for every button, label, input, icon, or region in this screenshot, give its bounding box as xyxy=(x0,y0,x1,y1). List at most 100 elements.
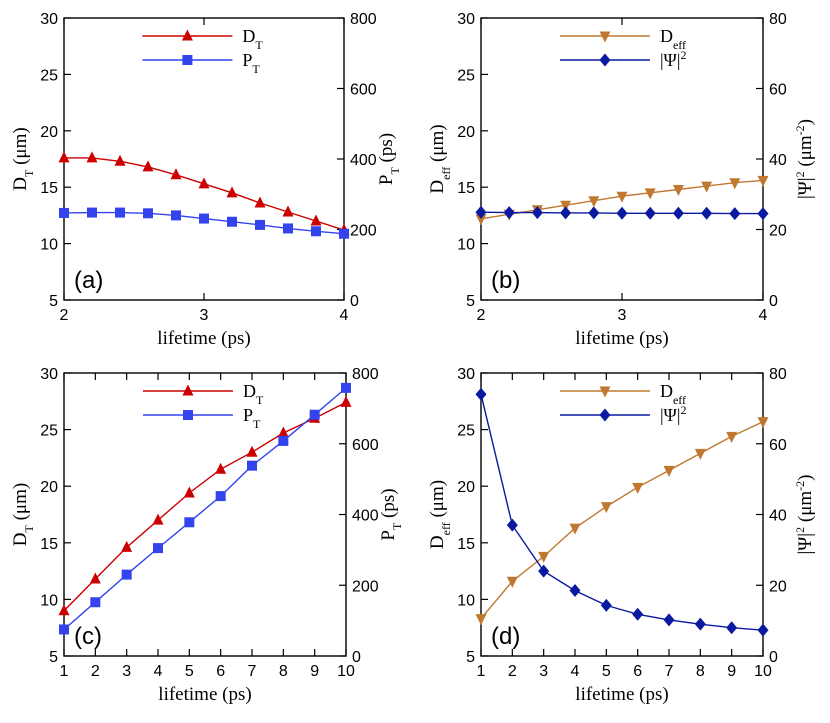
panel-d-ytick-label-4: 25 xyxy=(457,423,475,440)
panel-c-xtick-label-0: 1 xyxy=(60,663,69,680)
panel-a-y2tick-label-1: 200 xyxy=(350,223,377,240)
panel-c-xtick-label-1: 2 xyxy=(91,663,100,680)
panel-b-y2tick-label-4: 80 xyxy=(769,11,787,28)
panel-a-series-1-point-8 xyxy=(283,223,293,234)
panel-d-legend-marker-0 xyxy=(599,386,611,398)
panel-c-ytick-label-0: 5 xyxy=(49,649,58,666)
panel-c-series-0-point-1 xyxy=(89,572,101,584)
panel-d-ytick-label-2: 15 xyxy=(457,536,475,553)
panel-d-y2tick-label-4: 80 xyxy=(769,366,787,383)
panel-b-legend-marker-0 xyxy=(599,31,611,43)
panel-a-series-1-point-5 xyxy=(199,213,209,224)
panel-b-ytick-label-4: 25 xyxy=(457,67,475,84)
panel-c-series-0-point-0 xyxy=(58,604,70,616)
panel-c-series-1-point-7 xyxy=(278,435,289,446)
panel-c-y2tick-label-0: 0 xyxy=(352,649,361,666)
panel-c-series-1-point-1 xyxy=(90,597,101,608)
panel-a-legend-entry-0: DT xyxy=(142,26,263,52)
panel-d-series-1-point-4 xyxy=(600,598,612,612)
panel-a-legend-label-1: PT xyxy=(242,50,260,76)
panel-d: 1 2 3 4 5 6 7 8 9 10 5 10 15 20 25 30 0 20 40 60 80 lifetime … xyxy=(427,366,816,705)
panel-a-legend-label-0: DT xyxy=(242,26,263,52)
panel-c-series-0-point-7 xyxy=(277,426,289,438)
panel-d-legend-marker-1 xyxy=(599,408,611,422)
panel-d-legend-entry-1: |Ψ|2 xyxy=(559,403,686,425)
panel-d-xlabel: lifetime (ps) xyxy=(575,684,668,705)
panel-c-ylabel: DT (μm) xyxy=(10,483,36,546)
panel-d-series-0-point-4 xyxy=(600,502,612,514)
panel-c-legend-entry-0: DT xyxy=(142,381,264,407)
panel-c-series-1 xyxy=(59,382,351,635)
panel-d-series-0-line xyxy=(480,421,764,620)
panel-d-ylabel: Deff (μm) xyxy=(427,480,453,549)
panel-b-y2tick-label-2: 40 xyxy=(769,152,787,169)
panel-a-series-1-point-0 xyxy=(59,207,69,218)
panel-b-series-1-point-4 xyxy=(588,206,600,220)
panel-a-y2tick-label-4: 800 xyxy=(350,11,377,28)
panel-a-series-0-point-9 xyxy=(310,214,322,226)
panel-a-y2tick-label-2: 400 xyxy=(350,152,377,169)
panel-d-xtick-label-5: 6 xyxy=(633,663,642,680)
panel-d-series-0 xyxy=(475,417,769,626)
panel-c-xtick-label-6: 7 xyxy=(248,663,257,680)
panel-c-xlabel: lifetime (ps) xyxy=(158,684,251,705)
panel-a-series-1-point-9 xyxy=(311,226,321,237)
panel-d-series-1-point-5 xyxy=(632,607,644,621)
panel-c-ytick-label-2: 15 xyxy=(40,536,58,553)
panel-b-series-0-point-7 xyxy=(672,184,684,196)
panel-c-xtick-label-5: 6 xyxy=(216,663,225,680)
panel-b-ytick-label-1: 10 xyxy=(457,237,475,254)
panel-c-series-0-point-4 xyxy=(183,486,195,498)
panel-d-series-1-point-8 xyxy=(726,621,738,635)
panel-a-series-1-point-1 xyxy=(87,207,97,218)
panel-a-ytick-label-4: 25 xyxy=(40,67,58,84)
panel-d-xtick-label-2: 3 xyxy=(539,663,548,680)
panel-d-xtick-label-9: 10 xyxy=(754,663,772,680)
panel-b-series-1-point-3 xyxy=(560,206,572,220)
panel-b-legend-label-0: Deff xyxy=(660,26,686,52)
panel-d-series-1-point-2 xyxy=(538,564,550,578)
panel-a-xtick-label-1: 3 xyxy=(200,307,209,324)
panel-d-series-1-point-6 xyxy=(663,613,675,627)
panel-b-xtick-label-1: 3 xyxy=(618,307,627,324)
panel-b-xlabel: lifetime (ps) xyxy=(575,328,668,349)
panel-d-xtick-label-6: 7 xyxy=(665,663,674,680)
panel-b-series-1-point-6 xyxy=(644,206,656,220)
panel-b-series-0-point-5 xyxy=(616,191,628,203)
panel-b-series-1-point-2 xyxy=(531,206,543,220)
panel-b-series-1-point-8 xyxy=(701,206,713,220)
panel-b-series-0-point-3 xyxy=(560,200,572,212)
panel-c-xtick-label-7: 8 xyxy=(279,663,288,680)
panel-b-y2tick-label-3: 60 xyxy=(769,82,787,99)
panel-d-y2tick-label-3: 60 xyxy=(769,437,787,454)
panel-d-series-0-point-2 xyxy=(538,551,550,563)
panel-b-legend-entry-0: Deff xyxy=(559,26,686,52)
panel-d-series-0-point-8 xyxy=(726,431,738,443)
panel-a-ytick-label-0: 5 xyxy=(49,293,58,310)
panel-b-y2tick-label-1: 20 xyxy=(769,223,787,240)
panel-c-xtick-label-8: 9 xyxy=(310,663,319,680)
panel-b-series-0-point-6 xyxy=(644,188,656,200)
panel-c-series-0-point-5 xyxy=(215,462,227,474)
panel-c-series-1-point-6 xyxy=(247,460,257,471)
panel-a-series-0-point-6 xyxy=(226,186,238,198)
panel-d-y2tick-label-1: 20 xyxy=(769,578,787,595)
panel-b-ytick-label-2: 15 xyxy=(457,180,475,197)
panel-d-ytick-label-0: 5 xyxy=(466,649,475,666)
panel-d-xtick-label-7: 8 xyxy=(696,663,705,680)
panel-d-legend-label-0: Deff xyxy=(660,381,686,407)
panel-c-series-1-point-4 xyxy=(184,517,195,528)
panel-d-series-1-point-9 xyxy=(757,623,769,637)
panel-c-y2label: PT (ps) xyxy=(378,488,404,540)
panel-a-series-0-point-1 xyxy=(86,151,98,163)
panel-b-ytick-label-3: 20 xyxy=(457,124,475,141)
panel-d-series-1-point-0 xyxy=(475,387,487,401)
panel-b-series-0-point-0 xyxy=(475,214,487,226)
panel-d-ytick-label-3: 20 xyxy=(457,479,475,496)
panel-c-xtick-label-2: 3 xyxy=(122,663,131,680)
panel-d-series-0-point-9 xyxy=(757,417,769,429)
panel-a-legend-marker-1 xyxy=(182,55,193,65)
panel-a-series-1-point-10 xyxy=(339,228,349,239)
panel-d-series-1-point-7 xyxy=(694,617,706,631)
